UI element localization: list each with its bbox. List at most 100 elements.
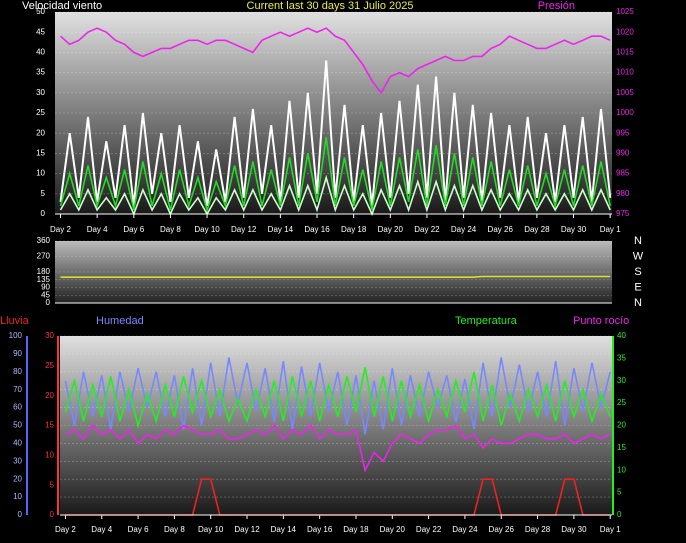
series-line — [59, 137, 611, 213]
x-tick-label: Day 14 — [271, 525, 297, 534]
y-tick-label: 980 — [616, 189, 630, 198]
y-tick-label: 15 — [617, 443, 626, 452]
series-label: Temperatura — [455, 315, 518, 327]
y-tick-label: 1005 — [616, 88, 634, 97]
x-tick-label: Day 28 — [524, 225, 550, 234]
plot-background — [55, 241, 612, 303]
y-tick-label: 40 — [617, 331, 626, 340]
x-tick-label: Day 20 — [380, 525, 406, 534]
x-tick-label: Day 6 — [128, 525, 149, 534]
y-tick-label: 25 — [36, 108, 45, 117]
y-tick-label: 0 — [50, 510, 55, 519]
series-label: Punto rocío — [573, 315, 629, 327]
y-tick-label: 1015 — [616, 48, 634, 57]
x-tick-label: Day 18 — [343, 525, 369, 534]
y-tick-label: 90 — [13, 349, 22, 358]
x-tick-label: Day 10 — [198, 525, 224, 534]
y-tick-label: 90 — [41, 283, 50, 292]
y-tick-label: 50 — [36, 7, 45, 16]
series-line — [64, 357, 611, 435]
series-line — [60, 275, 611, 278]
y-tick-label: 80 — [13, 367, 22, 376]
y-tick-label: 995 — [616, 128, 630, 137]
series-label: Humedad — [96, 315, 144, 327]
x-tick-label: Day 1 — [600, 225, 621, 234]
y-tick-label: 70 — [13, 385, 22, 394]
x-tick-label: Day 26 — [489, 525, 515, 534]
y-tick-label: 1020 — [616, 27, 634, 36]
x-tick-label: Day 14 — [268, 225, 294, 234]
series-label: Velocidad viento — [22, 0, 102, 12]
series-line — [59, 27, 611, 95]
direction-label: W — [633, 250, 644, 262]
y-tick-label: 5 — [41, 189, 46, 198]
series-line — [59, 174, 611, 217]
series-label: Lluvia — [0, 315, 30, 327]
y-tick-label: 10 — [13, 492, 22, 501]
y-tick-label: 40 — [13, 439, 22, 448]
y-tick-label: 60 — [13, 403, 22, 412]
y-tick-label: 20 — [617, 421, 626, 430]
x-tick-label: Day 1 — [600, 525, 621, 534]
y-tick-label: 35 — [617, 353, 626, 362]
y-tick-label: 45 — [36, 27, 45, 36]
y-tick-label: 30 — [45, 331, 54, 340]
y-tick-label: 20 — [45, 391, 54, 400]
y-tick-label: 985 — [616, 169, 630, 178]
y-tick-label: 30 — [13, 456, 22, 465]
x-tick-label: Day 24 — [452, 525, 478, 534]
x-tick-label: Day 22 — [416, 525, 442, 534]
y-tick-label: 5 — [617, 488, 622, 497]
y-tick-label: 975 — [616, 209, 630, 218]
y-tick-label: 1000 — [616, 108, 634, 117]
y-tick-label: 1010 — [616, 68, 634, 77]
x-tick-label: Day 12 — [234, 525, 260, 534]
y-tick-label: 50 — [13, 421, 22, 430]
series-line — [59, 60, 612, 207]
y-tick-label: 0 — [46, 298, 51, 307]
y-tick-label: 100 — [9, 331, 23, 340]
y-tick-label: 20 — [36, 128, 45, 137]
x-tick-label: Day 18 — [341, 225, 367, 234]
y-tick-label: 25 — [617, 398, 626, 407]
x-tick-label: Day 8 — [164, 525, 185, 534]
x-tick-label: Day 4 — [91, 525, 112, 534]
x-tick-label: Day 22 — [414, 225, 440, 234]
y-tick-label: 270 — [37, 252, 51, 261]
y-tick-label: 0 — [617, 510, 622, 519]
x-tick-label: Day 12 — [231, 225, 257, 234]
y-tick-label: 15 — [45, 421, 54, 430]
x-tick-label: Day 28 — [525, 525, 551, 534]
y-tick-label: 5 — [50, 480, 55, 489]
y-tick-label: 45 — [41, 290, 50, 299]
y-tick-label: 0 — [18, 510, 23, 519]
direction-label: E — [634, 281, 641, 293]
y-tick-label: 35 — [36, 68, 45, 77]
y-tick-label: 15 — [36, 149, 45, 158]
x-tick-label: Day 30 — [561, 525, 587, 534]
x-tick-label: Day 10 — [194, 225, 220, 234]
series-line — [65, 424, 611, 473]
direction-label: N — [634, 297, 642, 309]
x-tick-label: Day 16 — [307, 525, 333, 534]
x-tick-label: Day 30 — [561, 225, 587, 234]
y-tick-label: 10 — [617, 465, 626, 474]
y-tick-label: 135 — [37, 275, 51, 284]
series-label: Presión — [538, 0, 575, 12]
x-tick-label: Day 2 — [55, 525, 76, 534]
direction-label: N — [634, 235, 642, 247]
x-tick-label: Day 16 — [304, 225, 330, 234]
y-tick-label: 30 — [36, 88, 45, 97]
y-tick-label: 180 — [37, 267, 51, 276]
x-tick-label: Day 2 — [50, 225, 71, 234]
y-tick-label: 1025 — [616, 7, 634, 16]
y-tick-label: 40 — [36, 48, 45, 57]
x-tick-label: Day 20 — [378, 225, 404, 234]
x-tick-label: Day 4 — [87, 225, 108, 234]
direction-label: S — [634, 266, 641, 278]
y-tick-label: 25 — [45, 361, 54, 370]
x-tick-label: Day 6 — [123, 225, 144, 234]
y-tick-label: 10 — [36, 169, 45, 178]
y-tick-label: 0 — [41, 209, 46, 218]
